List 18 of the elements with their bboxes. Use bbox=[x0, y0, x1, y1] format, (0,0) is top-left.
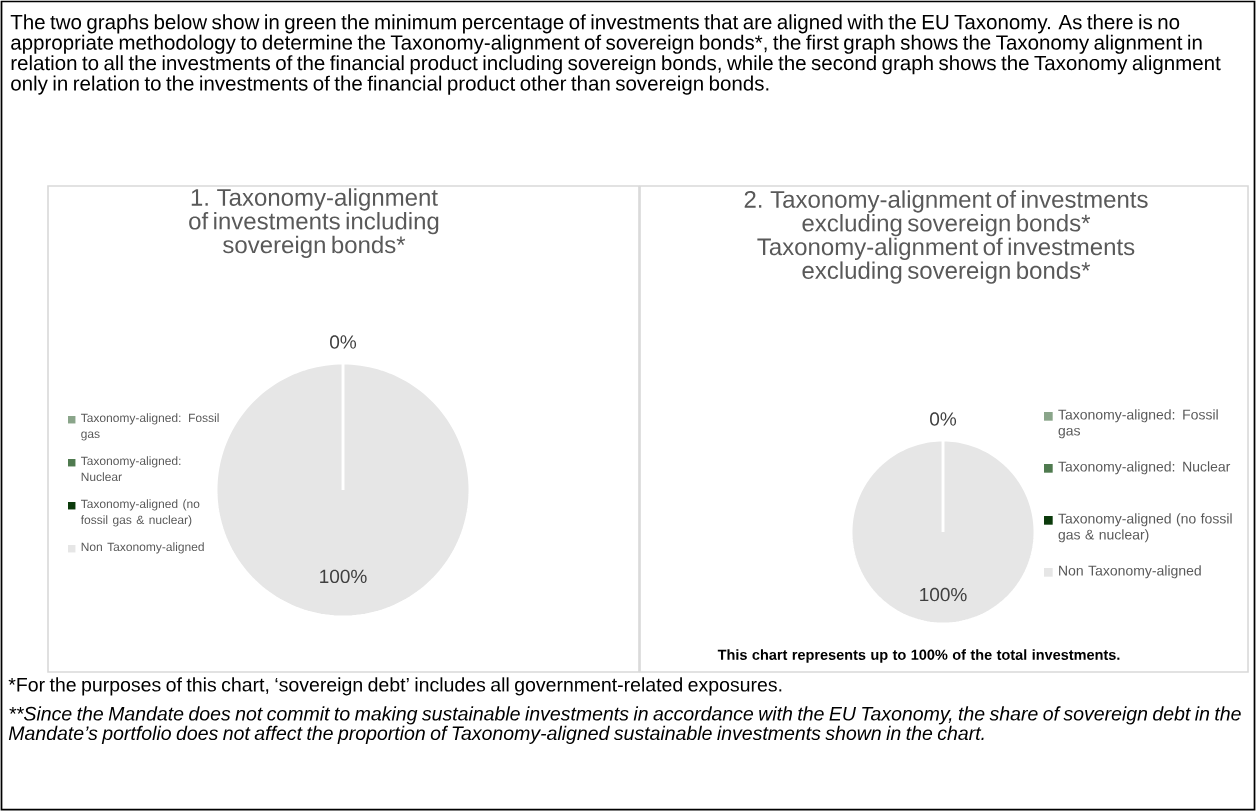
legend-label: Taxonomy-aligned: Fossil gas bbox=[80, 413, 219, 441]
legend-label: Non Taxonomy-aligned bbox=[81, 542, 204, 554]
chart-title: 1. Taxonomy-alignment of investments including sovereign bonds* bbox=[189, 188, 439, 259]
legend-label: Taxonomy-aligned: Nuclear bbox=[80, 456, 181, 482]
text: The two graphs below show in green the minimum percentage of investments that are aligned with the EU Taxonomy. As there is no appropriate methodology to determine the Taxonomy-alignment of sovereign bonds*, the first graph shows the Taxonomy alignment in relation to all the investments of the financial product including sovereign bonds, while the second graph shows the Taxonomy alignment only in relation to the investments of the financial product other than sovereign bonds. bbox=[10, 14, 1221, 95]
text: 0% bbox=[330, 335, 357, 349]
chart-title: 2. Taxonomy-alignment of investments excluding sovereign bonds* Taxonomy-alignment of investments excluding sovereign bonds* bbox=[744, 190, 1148, 284]
text: 0% bbox=[930, 412, 957, 426]
data-label: 100% bbox=[920, 587, 967, 602]
text: This chart represents up to 100% of the total investments. bbox=[717, 649, 1120, 663]
legend-label: Non Taxonomy-aligned bbox=[1059, 565, 1201, 579]
data-label: 100% bbox=[320, 569, 367, 584]
text: *For the purposes of this chart, ‘sovereign debt’ includes all government-related exposures. bbox=[8, 677, 782, 696]
legend-label: Taxonomy-aligned (no fossil gas & nuclear) bbox=[80, 499, 200, 527]
legend-label: Taxonomy-aligned: Nuclear bbox=[1058, 461, 1231, 475]
legend-label: Taxonomy-aligned (no fossil gas & nuclear) bbox=[1058, 513, 1232, 543]
legend-label: Taxonomy-aligned: Fossil gas bbox=[1058, 409, 1218, 439]
text: **Since the Mandate does not commit to making sustainable investments in accordance with the EU Taxonomy, the share of sovereign debt in the Mandate’s portfolio does not affect the proportion of Taxonomy-aligned sustainable investments shown in the chart. bbox=[8, 706, 1241, 744]
